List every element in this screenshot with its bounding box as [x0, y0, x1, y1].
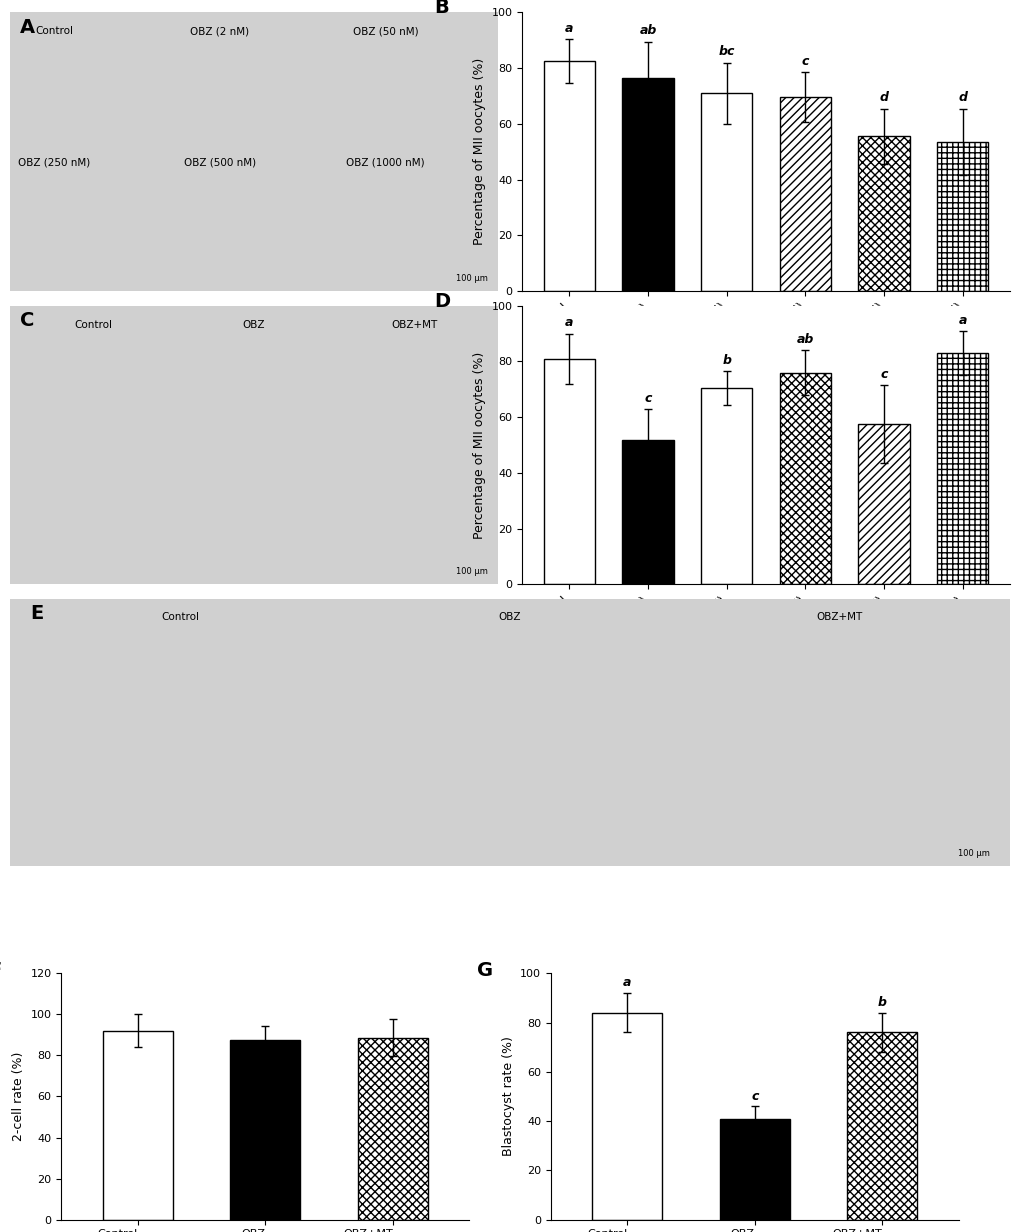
Text: 100 μm: 100 μm: [455, 274, 487, 283]
Text: c: c: [801, 55, 808, 68]
Text: OBZ: OBZ: [498, 612, 521, 622]
Bar: [779, 372, 830, 584]
Bar: [103, 1031, 172, 1220]
Bar: [592, 1013, 661, 1220]
Bar: [622, 78, 673, 291]
Bar: [230, 1040, 300, 1220]
Text: OBZ (500 nM): OBZ (500 nM): [183, 158, 256, 168]
Text: 100 μm: 100 μm: [455, 567, 487, 577]
Bar: [358, 1037, 427, 1220]
Text: c: c: [750, 1089, 758, 1103]
Text: a: a: [565, 22, 573, 34]
Text: c: c: [879, 368, 887, 381]
Text: d: d: [878, 91, 888, 105]
Bar: [847, 1032, 916, 1220]
Bar: [936, 142, 987, 291]
Bar: [700, 94, 751, 291]
Text: d: d: [957, 91, 966, 105]
Text: a: a: [623, 976, 631, 989]
Bar: [700, 388, 751, 584]
Bar: [858, 137, 909, 291]
Text: B: B: [434, 0, 448, 17]
Y-axis label: 2-cell rate (%): 2-cell rate (%): [12, 1052, 24, 1141]
Text: b: b: [877, 995, 886, 1009]
Text: c: c: [644, 392, 651, 404]
Text: Control: Control: [74, 319, 112, 330]
Bar: [779, 97, 830, 291]
Y-axis label: Percentage of MII oocytes (%): Percentage of MII oocytes (%): [473, 58, 485, 245]
Bar: [719, 1119, 789, 1220]
Text: bc: bc: [717, 46, 734, 58]
Text: ab: ab: [796, 333, 813, 346]
Text: OBZ: OBZ: [243, 319, 265, 330]
Bar: [543, 359, 594, 584]
Text: C: C: [20, 312, 35, 330]
Text: OBZ (1000 nM): OBZ (1000 nM): [346, 158, 425, 168]
Bar: [622, 440, 673, 584]
Text: G: G: [477, 961, 493, 979]
Text: OBZ+MT: OBZ+MT: [391, 319, 437, 330]
Text: ab: ab: [639, 25, 656, 37]
Text: E: E: [31, 605, 44, 623]
Text: a: a: [565, 317, 573, 329]
Text: OBZ (2 nM): OBZ (2 nM): [191, 26, 250, 36]
Bar: [936, 354, 987, 584]
Text: Control: Control: [161, 612, 199, 622]
Text: 100 μm: 100 μm: [957, 849, 988, 857]
Text: OBZ (250 nM): OBZ (250 nM): [18, 158, 90, 168]
Bar: [858, 424, 909, 584]
Y-axis label: Percentage of MII oocytes (%): Percentage of MII oocytes (%): [473, 351, 485, 538]
Text: OBZ (50 nM): OBZ (50 nM): [353, 26, 418, 36]
Text: Control: Control: [35, 26, 73, 36]
Y-axis label: Blastocyst rate (%): Blastocyst rate (%): [501, 1036, 514, 1157]
Text: a: a: [958, 314, 966, 326]
Text: A: A: [20, 18, 35, 37]
Bar: [543, 62, 594, 291]
Text: D: D: [434, 292, 450, 310]
Text: OBZ+MT: OBZ+MT: [816, 612, 862, 622]
Text: b: b: [721, 354, 731, 367]
